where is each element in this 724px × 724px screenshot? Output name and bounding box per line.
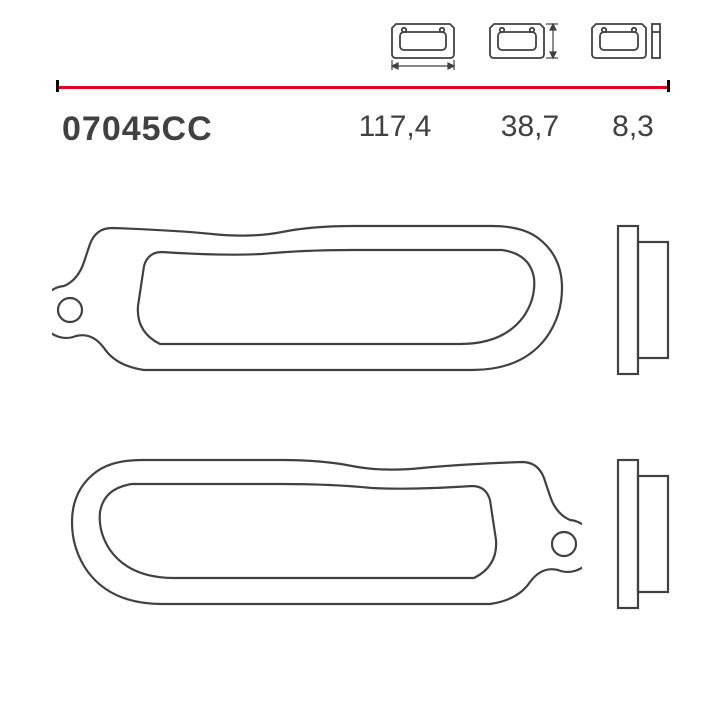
pad-side-view-top [612,220,676,380]
pad-row-bottom [0,432,724,642]
divider-notch-right [667,80,670,92]
spec-width: 117,4 [350,110,440,144]
divider-notch-left [56,80,59,92]
thickness-dimension-icon [590,18,664,76]
width-dimension-icon [386,18,460,76]
spec-thickness: 8,3 [598,110,668,144]
part-number: 07045CC [62,110,213,149]
pad-side-view-bottom [612,454,676,614]
pad-row-top [0,198,724,408]
pad-front-view-bottom [52,432,582,642]
accent-divider [56,86,670,89]
pad-front-view-top [52,198,582,408]
spec-sheet-canvas: 07045CC 117,4 38,7 8,3 [0,0,724,724]
spec-height: 38,7 [490,110,570,144]
header-dimension-icons [0,18,724,76]
height-dimension-icon [488,18,562,76]
